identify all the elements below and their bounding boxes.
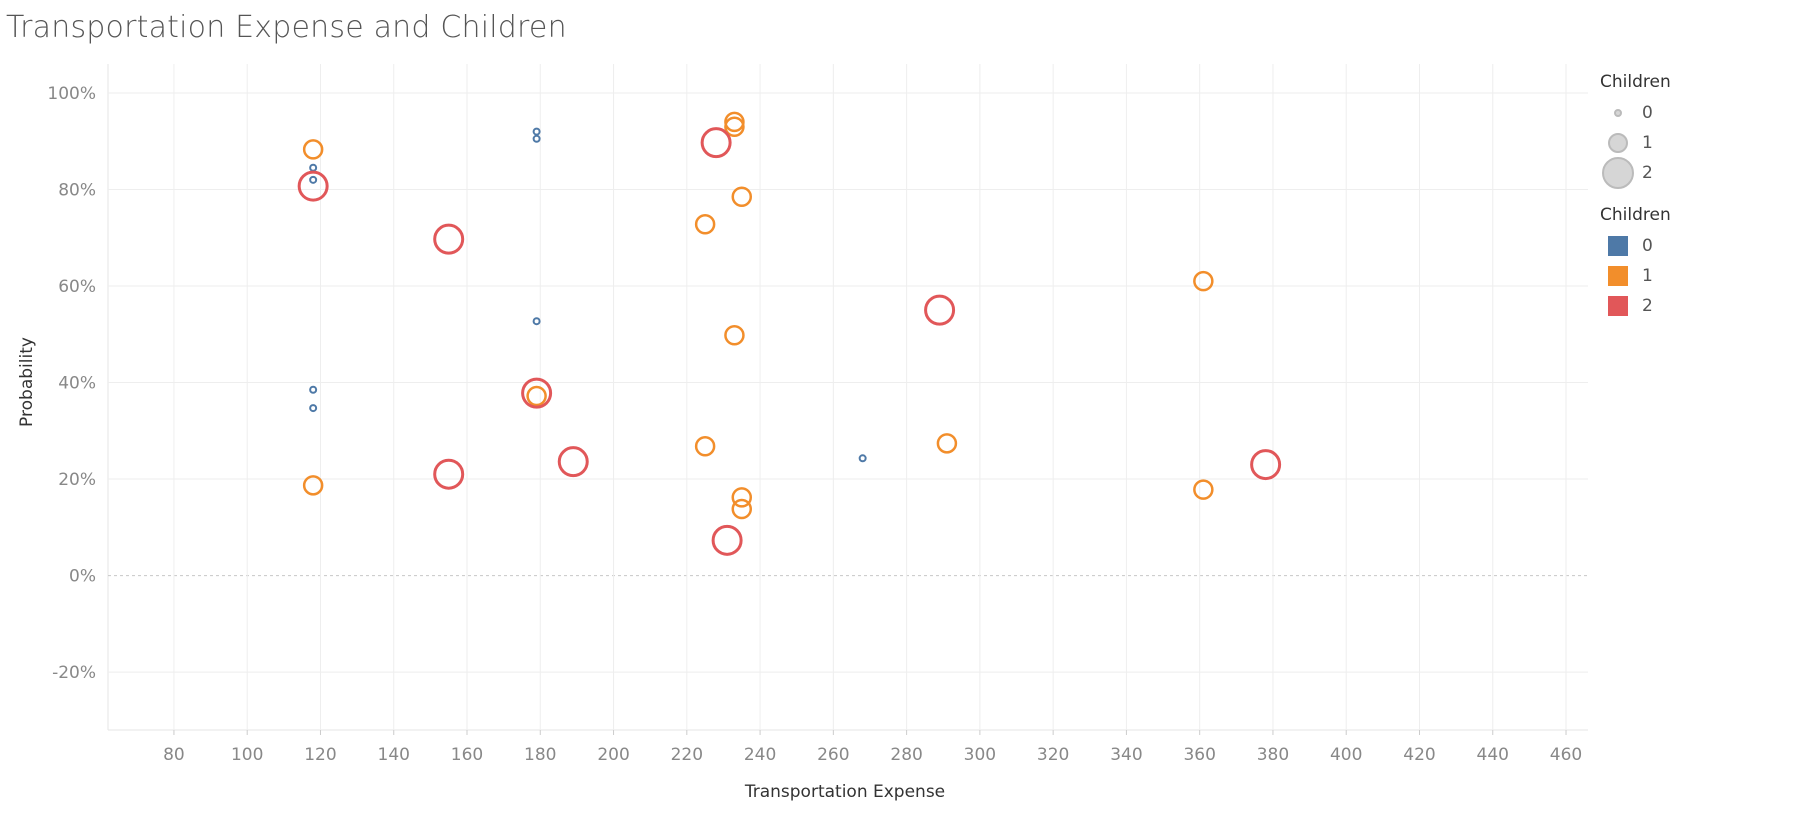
x-tick-label: 320 (1037, 745, 1069, 765)
x-tick-label: 340 (1110, 745, 1142, 765)
swatch (1608, 236, 1628, 256)
data-point-children-1 (731, 186, 753, 207)
color-legend-item[interactable]: 0 (1600, 231, 1720, 261)
data-point-children-0 (858, 454, 867, 463)
data-point-children-1 (724, 324, 745, 346)
data-point-children-2 (924, 294, 956, 326)
data-point-children-2 (521, 377, 553, 409)
data-point-children-1 (694, 435, 716, 457)
data-point-children-2 (433, 223, 465, 255)
data-point-children-0 (532, 134, 541, 143)
color-legend-label: 0 (1642, 236, 1653, 256)
size-legend-item[interactable]: 0 (1600, 98, 1720, 128)
data-point-children-1 (526, 385, 547, 407)
x-axis-ticks: 80 100 120 140 160 180 200 220 240 260 280 300 320 34… (163, 745, 1582, 765)
x-tick-label: 160 (451, 745, 483, 765)
chart-title: Transportation Expense and Children (6, 10, 567, 45)
y-tick-label: 80% (58, 180, 96, 200)
y-axis-label: Probability (17, 337, 37, 427)
data-point-children-1 (302, 139, 324, 160)
x-tick-label: 220 (671, 745, 703, 765)
color-legend-title: Children (1600, 205, 1671, 225)
x-tick-label: 140 (378, 745, 410, 765)
x-tick-label: 400 (1330, 745, 1362, 765)
x-tick-label: 440 (1477, 745, 1509, 765)
color-legend: Children 0 1 2 (1600, 205, 1720, 321)
swatch (1608, 266, 1628, 286)
size-legend-label: 0 (1642, 103, 1653, 123)
data-point-children-0 (532, 127, 541, 136)
data-point-children-0 (309, 404, 318, 413)
y-tick-label: 100% (47, 84, 96, 104)
x-tick-label: 240 (744, 745, 776, 765)
size-legend-label: 1 (1642, 133, 1653, 153)
x-tick-label: 260 (817, 745, 849, 765)
data-point-children-1 (731, 487, 753, 508)
color-legend-swatch (1600, 296, 1636, 316)
data-point-children-0 (309, 163, 318, 172)
color-legend-item[interactable]: 2 (1600, 291, 1720, 321)
size-dot (1608, 133, 1628, 153)
size-legend: Children 0 1 2 (1600, 72, 1720, 189)
x-tick-label: 300 (964, 745, 996, 765)
scatter-plot: 100% 80% 60% 40% 20% 0% -20% 80 100 120 140 160 180… (17, 64, 1588, 802)
data-points (297, 111, 1282, 556)
size-dot (1614, 109, 1622, 117)
data-point-children-1 (1193, 270, 1214, 292)
x-tick-label: 120 (304, 745, 336, 765)
size-legend-circle (1600, 157, 1636, 189)
y-tick-label: 0% (69, 567, 96, 587)
y-tick-label: 40% (58, 374, 96, 394)
x-tick-label: 380 (1257, 745, 1289, 765)
data-point-children-0 (532, 317, 541, 326)
color-legend-label: 2 (1642, 296, 1653, 316)
x-tick-label: 100 (231, 745, 263, 765)
x-tick-label: 280 (890, 745, 922, 765)
data-point-children-2 (700, 127, 732, 159)
data-point-children-2 (557, 446, 589, 478)
data-point-children-0 (309, 175, 318, 184)
size-legend-circle (1600, 133, 1636, 153)
data-point-children-1 (731, 498, 753, 520)
color-legend-swatch (1600, 266, 1636, 286)
color-legend-label: 1 (1642, 266, 1653, 286)
x-tick-label: 180 (524, 745, 556, 765)
size-legend-item[interactable]: 2 (1600, 157, 1720, 189)
x-tick-label: 360 (1183, 745, 1215, 765)
size-dot (1602, 157, 1634, 189)
data-point-children-2 (433, 458, 465, 490)
color-legend-swatch (1600, 236, 1636, 256)
data-point-children-2 (711, 524, 743, 556)
data-point-children-1 (1193, 479, 1214, 500)
data-point-children-2 (1250, 449, 1282, 481)
y-tick-label: -20% (52, 663, 96, 683)
swatch (1608, 296, 1628, 316)
x-tick-label: 80 (163, 745, 185, 765)
y-tick-label: 20% (58, 470, 96, 490)
size-legend-item[interactable]: 1 (1600, 128, 1720, 158)
y-tick-label: 60% (58, 277, 96, 297)
data-point-children-0 (309, 385, 318, 394)
size-legend-label: 2 (1642, 163, 1653, 183)
x-tick-label: 420 (1403, 745, 1435, 765)
x-axis-label: Transportation Expense (744, 782, 945, 802)
x-tick-label: 200 (597, 745, 629, 765)
y-axis-ticks: 100% 80% 60% 40% 20% 0% -20% (47, 84, 96, 683)
data-point-children-2 (297, 170, 329, 202)
data-point-children-1 (302, 475, 324, 496)
color-legend-item[interactable]: 1 (1600, 261, 1720, 291)
size-legend-title: Children (1600, 72, 1671, 92)
data-point-children-1 (694, 213, 716, 235)
data-point-children-1 (724, 116, 745, 137)
data-point-children-1 (936, 433, 958, 454)
size-legend-circle (1600, 109, 1636, 117)
grid (107, 64, 1588, 735)
x-tick-label: 460 (1550, 745, 1582, 765)
